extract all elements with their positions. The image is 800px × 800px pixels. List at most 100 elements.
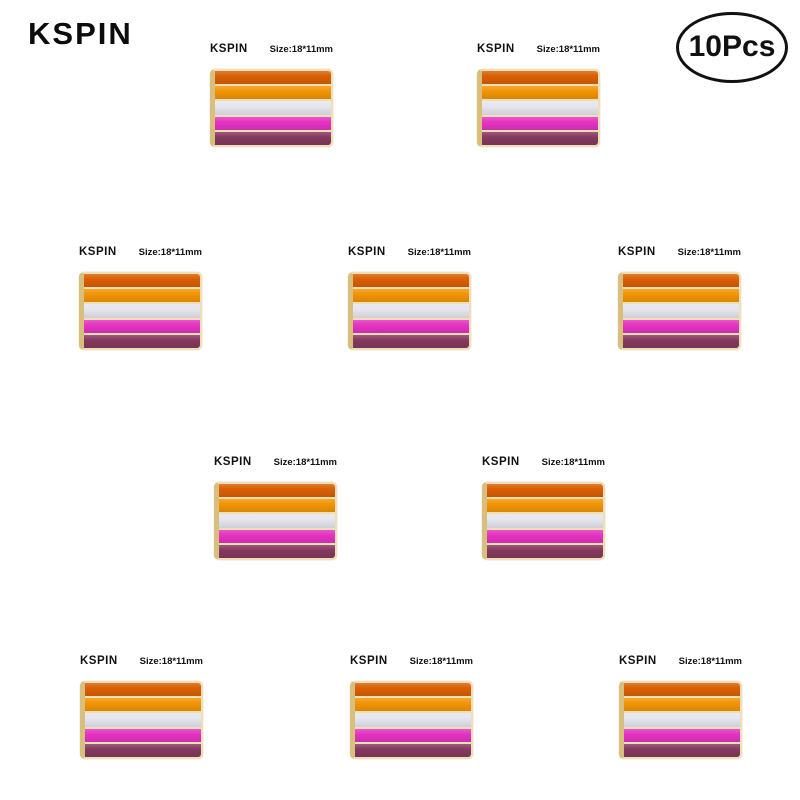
flag-stripe-white — [219, 514, 335, 528]
flag-stripe-orange — [84, 289, 200, 303]
flag-stripe-magenta — [624, 728, 740, 743]
pin-size-label: Size:18*11mm — [139, 656, 203, 667]
flag-pin-item: KSPIN Size:18*11mm — [79, 245, 202, 350]
brand-logo: KSPIN — [28, 16, 133, 51]
flag-stripe-plum — [482, 131, 598, 145]
pin-brand-label: KSPIN — [618, 246, 656, 258]
flag-pin-item: KSPIN Size:18*11mm — [482, 455, 605, 560]
flag-stripe-white — [482, 101, 598, 115]
flag-stripe-orange — [623, 289, 739, 303]
flag-stripe-dark-orange — [355, 683, 471, 697]
flag-stripe-white — [84, 304, 200, 318]
flag-stripe-orange — [353, 289, 469, 303]
lesbian-flag-pin-image — [210, 69, 333, 147]
flag-stripe-dark-orange — [84, 274, 200, 288]
lesbian-flag-pin-image — [348, 272, 471, 350]
pin-caption-row: KSPIN Size:18*11mm — [350, 654, 473, 667]
pin-size-label: Size:18*11mm — [269, 44, 333, 55]
flag-stripe-plum — [487, 544, 603, 558]
pin-brand-label: KSPIN — [482, 456, 520, 468]
pin-caption-row: KSPIN Size:18*11mm — [482, 455, 605, 468]
flag-stripe-magenta — [215, 116, 331, 131]
pin-brand-label: KSPIN — [80, 655, 118, 667]
flag-stripe-dark-orange — [482, 71, 598, 85]
pin-size-label: Size:18*11mm — [536, 44, 600, 55]
lesbian-flag-pin-image — [619, 681, 742, 759]
flag-pin-item: KSPIN Size:18*11mm — [80, 654, 203, 759]
pin-size-label: Size:18*11mm — [407, 247, 471, 258]
flag-pin-item: KSPIN Size:18*11mm — [350, 654, 473, 759]
pin-size-label: Size:18*11mm — [678, 656, 742, 667]
lesbian-flag-pin-image — [350, 681, 473, 759]
flag-stripe-magenta — [353, 319, 469, 334]
flag-stripe-plum — [219, 544, 335, 558]
pin-brand-label: KSPIN — [477, 43, 515, 55]
lesbian-flag-pin-image — [80, 681, 203, 759]
pin-size-label: Size:18*11mm — [541, 457, 605, 468]
quantity-badge: 10Pcs — [676, 12, 788, 83]
flag-pin-item: KSPIN Size:18*11mm — [618, 245, 741, 350]
flag-stripe-plum — [353, 334, 469, 348]
flag-pin-item: KSPIN Size:18*11mm — [619, 654, 742, 759]
pin-brand-label: KSPIN — [79, 246, 117, 258]
pin-caption-row: KSPIN Size:18*11mm — [79, 245, 202, 258]
flag-stripe-plum — [623, 334, 739, 348]
pin-brand-label: KSPIN — [619, 655, 657, 667]
flag-stripe-orange — [355, 698, 471, 712]
flag-stripe-orange — [85, 698, 201, 712]
pin-caption-row: KSPIN Size:18*11mm — [210, 42, 333, 55]
flag-stripe-dark-orange — [215, 71, 331, 85]
flag-stripe-plum — [84, 334, 200, 348]
flag-stripe-white — [487, 514, 603, 528]
flag-pin-item: KSPIN Size:18*11mm — [214, 455, 337, 560]
flag-stripe-plum — [624, 743, 740, 757]
pin-caption-row: KSPIN Size:18*11mm — [618, 245, 741, 258]
flag-stripe-plum — [85, 743, 201, 757]
pin-caption-row: KSPIN Size:18*11mm — [214, 455, 337, 468]
flag-stripe-dark-orange — [623, 274, 739, 288]
flag-stripe-magenta — [487, 529, 603, 544]
flag-stripe-magenta — [84, 319, 200, 334]
pin-size-label: Size:18*11mm — [409, 656, 473, 667]
flag-stripe-white — [85, 713, 201, 727]
lesbian-flag-pin-image — [618, 272, 741, 350]
flag-stripe-dark-orange — [353, 274, 469, 288]
flag-stripe-dark-orange — [487, 484, 603, 498]
flag-stripe-orange — [624, 698, 740, 712]
flag-stripe-white — [353, 304, 469, 318]
pin-brand-label: KSPIN — [348, 246, 386, 258]
flag-stripe-orange — [482, 86, 598, 100]
flag-stripe-dark-orange — [624, 683, 740, 697]
flag-stripe-magenta — [623, 319, 739, 334]
flag-stripe-white — [215, 101, 331, 115]
flag-stripe-dark-orange — [85, 683, 201, 697]
flag-stripe-magenta — [219, 529, 335, 544]
pin-size-label: Size:18*11mm — [138, 247, 202, 258]
flag-stripe-white — [355, 713, 471, 727]
lesbian-flag-pin-image — [482, 482, 605, 560]
flag-stripe-white — [623, 304, 739, 318]
pin-brand-label: KSPIN — [350, 655, 388, 667]
pin-caption-row: KSPIN Size:18*11mm — [619, 654, 742, 667]
flag-stripe-orange — [215, 86, 331, 100]
lesbian-flag-pin-image — [214, 482, 337, 560]
flag-stripe-magenta — [355, 728, 471, 743]
lesbian-flag-pin-image — [477, 69, 600, 147]
pin-size-label: Size:18*11mm — [677, 247, 741, 258]
flag-stripe-orange — [219, 499, 335, 513]
pin-brand-label: KSPIN — [210, 43, 248, 55]
flag-pin-item: KSPIN Size:18*11mm — [210, 42, 333, 147]
pin-caption-row: KSPIN Size:18*11mm — [80, 654, 203, 667]
flag-pin-item: KSPIN Size:18*11mm — [477, 42, 600, 147]
flag-stripe-orange — [487, 499, 603, 513]
pin-caption-row: KSPIN Size:18*11mm — [477, 42, 600, 55]
flag-stripe-magenta — [482, 116, 598, 131]
flag-stripe-white — [624, 713, 740, 727]
flag-stripe-dark-orange — [219, 484, 335, 498]
flag-pin-item: KSPIN Size:18*11mm — [348, 245, 471, 350]
lesbian-flag-pin-image — [79, 272, 202, 350]
quantity-badge-text: 10Pcs — [688, 29, 776, 63]
flag-stripe-magenta — [85, 728, 201, 743]
pin-caption-row: KSPIN Size:18*11mm — [348, 245, 471, 258]
